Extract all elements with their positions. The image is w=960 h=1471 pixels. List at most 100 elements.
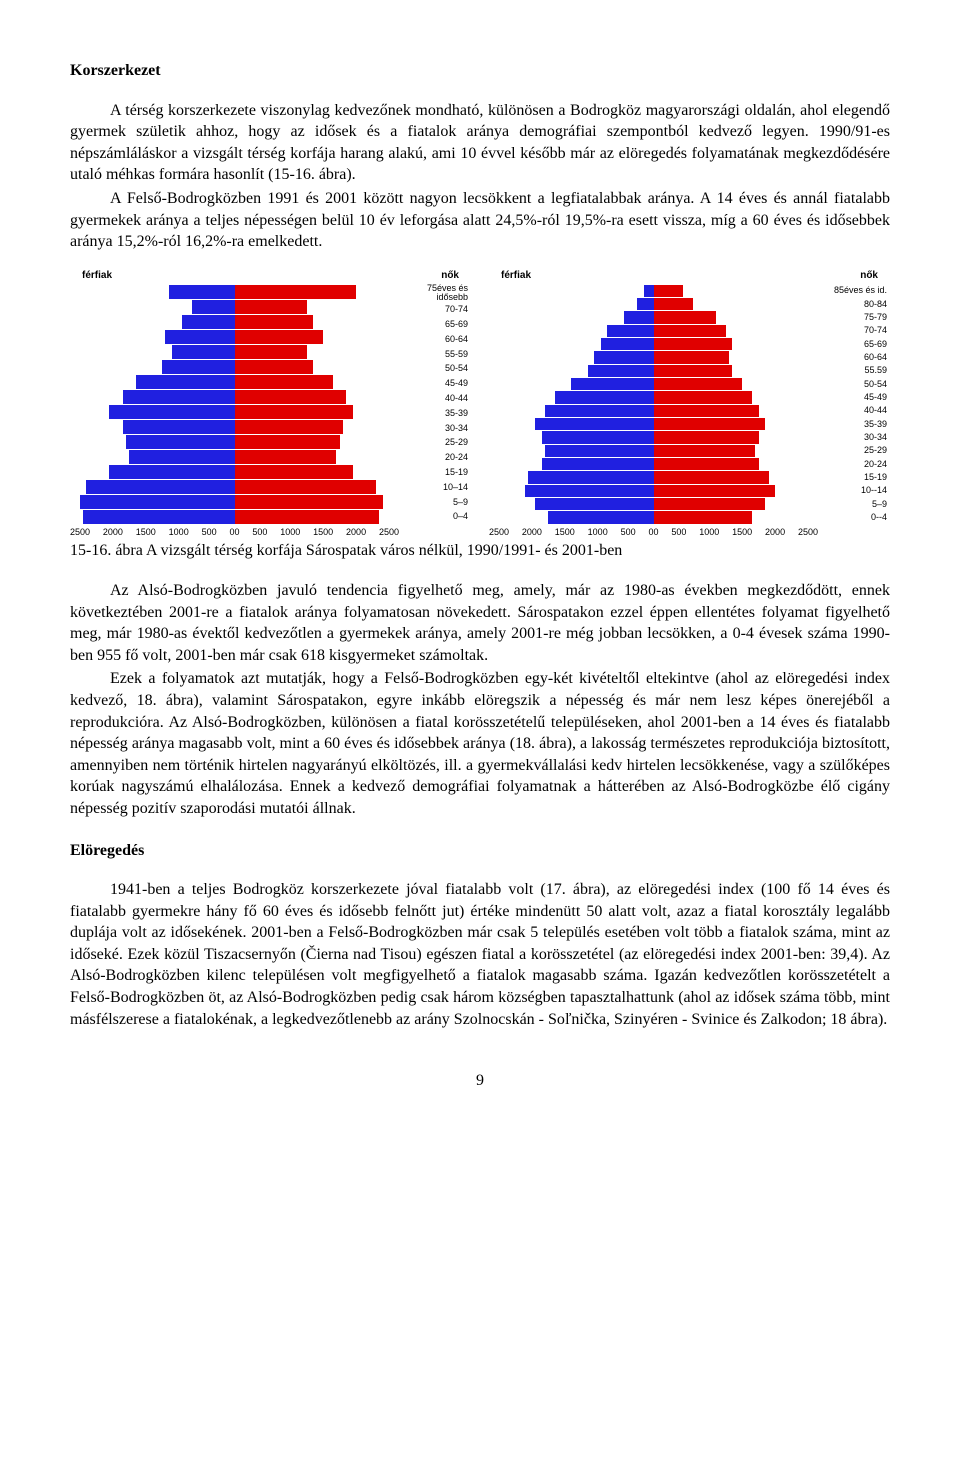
figure-caption: 15-16. ábra A vizsgált térség korfája Sá… — [70, 540, 890, 562]
male-bar — [644, 285, 654, 297]
age-label: 70-74 — [818, 324, 887, 337]
male-bar — [165, 330, 234, 344]
age-label: 50-54 — [399, 361, 468, 376]
male-bar — [545, 405, 654, 417]
male-bar — [588, 365, 654, 377]
female-bar — [654, 298, 693, 310]
male-bar — [571, 378, 653, 390]
section-title-eloregedes: Elöregedés — [70, 840, 890, 862]
female-bar — [654, 471, 769, 483]
male-bar — [83, 510, 234, 524]
age-label: 15-19 — [399, 465, 468, 480]
section-title-korszerkezet: Korszerkezet — [70, 60, 890, 82]
paragraph: Ezek a folyamatok azt mutatják, hogy a F… — [70, 668, 890, 819]
age-label: 80-84 — [818, 298, 887, 311]
female-bar — [235, 285, 357, 299]
age-label: 35-39 — [399, 406, 468, 421]
male-bar — [86, 480, 234, 494]
female-bar — [235, 375, 334, 389]
male-bar — [80, 495, 235, 509]
male-bar — [192, 300, 235, 314]
male-bar — [624, 311, 654, 323]
male-bar — [182, 315, 235, 329]
male-bar — [542, 431, 654, 443]
female-bar — [235, 315, 314, 329]
age-label: 60-64 — [399, 332, 468, 347]
female-bar — [235, 450, 337, 464]
male-bar — [555, 391, 654, 403]
male-bar — [535, 418, 653, 430]
age-label: 55-59 — [399, 347, 468, 362]
age-label: 40-44 — [818, 404, 887, 417]
male-bar — [607, 325, 653, 337]
female-bar — [654, 458, 759, 470]
female-bar — [654, 311, 717, 323]
female-bar — [654, 365, 733, 377]
age-label: 60-64 — [818, 351, 887, 364]
male-bar — [545, 445, 654, 457]
age-label: 30-34 — [818, 431, 887, 444]
age-label: 45-49 — [399, 376, 468, 391]
female-bar — [654, 338, 733, 350]
male-bar — [535, 498, 653, 510]
age-label: 5–9 — [818, 498, 887, 511]
female-bar — [654, 405, 759, 417]
female-bar — [235, 345, 307, 359]
female-header: nők — [860, 269, 878, 283]
female-bar — [654, 418, 766, 430]
female-bar — [235, 300, 307, 314]
pyramid-charts-row: férfiak nők 75éves és idősebb70-7465-696… — [70, 269, 890, 539]
age-label: 55.59 — [818, 364, 887, 377]
age-label: 70-74 — [399, 302, 468, 317]
female-bar — [235, 360, 314, 374]
female-bar — [654, 378, 743, 390]
female-bar — [235, 405, 353, 419]
pyramid-chart-2001: férfiak nők 85éves és id.80-8475-7970-74… — [489, 269, 890, 539]
male-bar — [123, 390, 235, 404]
paragraph: A Felső-Bodrogközben 1991 és 2001 között… — [70, 188, 890, 253]
age-label: 35-39 — [818, 418, 887, 431]
female-bar — [235, 420, 344, 434]
female-bar — [654, 485, 776, 497]
age-label: 0–4 — [399, 509, 468, 524]
male-bar — [136, 375, 235, 389]
male-bar — [109, 465, 234, 479]
female-bar — [654, 325, 726, 337]
female-bar — [654, 511, 753, 523]
age-label: 10–14 — [399, 480, 468, 495]
male-bar — [542, 458, 654, 470]
male-bar — [169, 285, 235, 299]
age-label: 20-24 — [399, 450, 468, 465]
age-label: 50-54 — [818, 378, 887, 391]
age-label: 75éves és idősebb — [399, 284, 468, 302]
female-bar — [654, 445, 756, 457]
female-bar — [235, 495, 383, 509]
age-label: 25-29 — [399, 435, 468, 450]
age-label: 65-69 — [818, 338, 887, 351]
age-label: 10--14 — [818, 484, 887, 497]
female-bar — [235, 330, 324, 344]
age-label: 15-19 — [818, 471, 887, 484]
female-header: nők — [441, 269, 459, 283]
age-label: 40-44 — [399, 391, 468, 406]
age-label: 0--4 — [818, 511, 887, 524]
male-bar — [172, 345, 235, 359]
female-bar — [235, 390, 347, 404]
female-bar — [654, 431, 759, 443]
male-bar — [601, 338, 654, 350]
age-label: 20-24 — [818, 458, 887, 471]
male-bar — [548, 511, 653, 523]
age-label: 25-29 — [818, 444, 887, 457]
male-bar — [123, 420, 235, 434]
page-number: 9 — [70, 1070, 890, 1092]
age-label: 30-34 — [399, 421, 468, 436]
female-bar — [654, 351, 730, 363]
age-label: 65-69 — [399, 317, 468, 332]
age-label: 5–9 — [399, 495, 468, 510]
female-bar — [654, 285, 684, 297]
male-bar — [162, 360, 234, 374]
female-bar — [235, 465, 353, 479]
female-bar — [235, 435, 340, 449]
age-label: 85éves és id. — [818, 284, 887, 297]
male-bar — [129, 450, 234, 464]
